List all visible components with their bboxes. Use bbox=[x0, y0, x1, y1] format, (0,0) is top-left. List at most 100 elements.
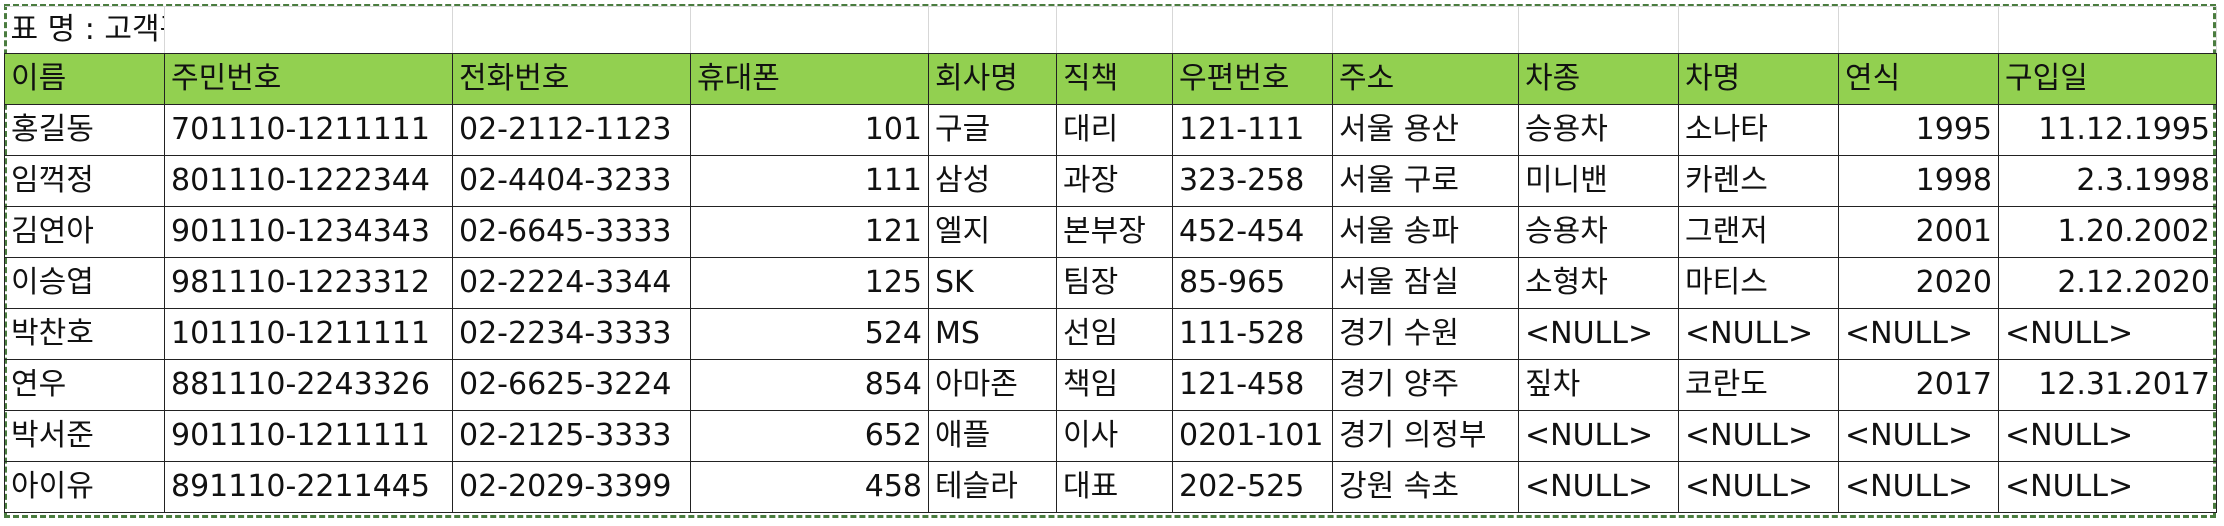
table-cell[interactable]: 소나타 bbox=[1678, 104, 1839, 156]
table-cell[interactable]: 121 bbox=[690, 206, 929, 258]
table-cell[interactable]: 선임 bbox=[1056, 308, 1173, 360]
table-cell[interactable]: 323-258 bbox=[1172, 155, 1333, 207]
table-cell[interactable]: 02-6645-3333 bbox=[452, 206, 691, 258]
table-cell[interactable]: 과장 bbox=[1056, 155, 1173, 207]
column-header[interactable]: 회사명 bbox=[928, 53, 1057, 105]
table-cell[interactable]: 101110-1211111 bbox=[164, 308, 453, 360]
column-header[interactable]: 차명 bbox=[1678, 53, 1839, 105]
table-cell[interactable]: 202-525 bbox=[1172, 461, 1333, 513]
table-cell[interactable]: 팀장 bbox=[1056, 257, 1173, 309]
table-cell[interactable]: 981110-1223312 bbox=[164, 257, 453, 309]
column-header[interactable]: 차종 bbox=[1518, 53, 1679, 105]
table-cell[interactable]: 강원 속초 bbox=[1332, 461, 1519, 513]
table-cell[interactable]: <NULL> bbox=[1838, 410, 1999, 462]
table-cell[interactable]: 121-458 bbox=[1172, 359, 1333, 411]
table-cell[interactable]: 02-6625-3224 bbox=[452, 359, 691, 411]
table-cell[interactable]: 652 bbox=[690, 410, 929, 462]
column-header[interactable]: 휴대폰 bbox=[690, 53, 929, 105]
table-cell[interactable]: <NULL> bbox=[1678, 308, 1839, 360]
table-cell[interactable]: 881110-2243326 bbox=[164, 359, 453, 411]
table-cell[interactable]: 승용차 bbox=[1518, 104, 1679, 156]
table-cell[interactable]: 1998 bbox=[1838, 155, 1999, 207]
table-cell[interactable]: 이사 bbox=[1056, 410, 1173, 462]
table-cell[interactable]: 02-2112-1123 bbox=[452, 104, 691, 156]
empty-cell[interactable] bbox=[1838, 6, 1999, 54]
table-cell[interactable]: 85-965 bbox=[1172, 257, 1333, 309]
table-cell[interactable]: 김연아 bbox=[4, 206, 165, 258]
table-cell[interactable]: 121-111 bbox=[1172, 104, 1333, 156]
table-cell[interactable]: 책임 bbox=[1056, 359, 1173, 411]
column-header[interactable]: 구입일 bbox=[1998, 53, 2217, 105]
table-cell[interactable]: 마티스 bbox=[1678, 257, 1839, 309]
table-cell[interactable]: 2001 bbox=[1838, 206, 1999, 258]
table-cell[interactable]: 구글 bbox=[928, 104, 1057, 156]
column-header[interactable]: 주소 bbox=[1332, 53, 1519, 105]
table-cell[interactable]: 대리 bbox=[1056, 104, 1173, 156]
empty-cell[interactable] bbox=[452, 6, 691, 54]
empty-cell[interactable] bbox=[1056, 6, 1173, 54]
column-header[interactable]: 이름 bbox=[4, 53, 165, 105]
table-cell[interactable]: 2.3.1998 bbox=[1998, 155, 2217, 207]
column-header[interactable]: 연식 bbox=[1838, 53, 1999, 105]
table-cell[interactable]: <NULL> bbox=[1518, 308, 1679, 360]
table-cell[interactable]: 111-528 bbox=[1172, 308, 1333, 360]
table-cell[interactable]: <NULL> bbox=[1998, 308, 2217, 360]
table-cell[interactable]: 임꺽정 bbox=[4, 155, 165, 207]
table-cell[interactable]: 801110-1222344 bbox=[164, 155, 453, 207]
column-header[interactable]: 직책 bbox=[1056, 53, 1173, 105]
empty-cell[interactable] bbox=[1678, 6, 1839, 54]
table-cell[interactable]: 125 bbox=[690, 257, 929, 309]
empty-cell[interactable] bbox=[164, 6, 453, 54]
table-cell[interactable]: 02-2125-3333 bbox=[452, 410, 691, 462]
table-cell[interactable]: 박서준 bbox=[4, 410, 165, 462]
table-cell[interactable]: MS bbox=[928, 308, 1057, 360]
table-cell[interactable]: 테슬라 bbox=[928, 461, 1057, 513]
table-cell[interactable]: SK bbox=[928, 257, 1057, 309]
table-cell[interactable]: 0201-101 bbox=[1172, 410, 1333, 462]
empty-cell[interactable] bbox=[1172, 6, 1333, 54]
table-cell[interactable]: 12.31.2017 bbox=[1998, 359, 2217, 411]
table-cell[interactable]: 02-2224-3344 bbox=[452, 257, 691, 309]
table-cell[interactable]: 111 bbox=[690, 155, 929, 207]
table-cell[interactable]: 홍길동 bbox=[4, 104, 165, 156]
table-cell[interactable]: 엘지 bbox=[928, 206, 1057, 258]
table-cell[interactable]: 2.12.2020 bbox=[1998, 257, 2217, 309]
table-cell[interactable]: 이승엽 bbox=[4, 257, 165, 309]
table-cell[interactable]: 2020 bbox=[1838, 257, 1999, 309]
table-cell[interactable]: 박찬호 bbox=[4, 308, 165, 360]
table-cell[interactable]: 1.20.2002 bbox=[1998, 206, 2217, 258]
table-cell[interactable]: 701110-1211111 bbox=[164, 104, 453, 156]
empty-cell[interactable] bbox=[1332, 6, 1519, 54]
column-header[interactable]: 전화번호 bbox=[452, 53, 691, 105]
table-cell[interactable]: <NULL> bbox=[1998, 461, 2217, 513]
table-cell[interactable]: 서울 용산 bbox=[1332, 104, 1519, 156]
table-cell[interactable]: 본부장 bbox=[1056, 206, 1173, 258]
empty-cell[interactable] bbox=[1998, 6, 2217, 54]
table-cell[interactable]: 1995 bbox=[1838, 104, 1999, 156]
table-cell[interactable]: 코란도 bbox=[1678, 359, 1839, 411]
table-cell[interactable]: 연우 bbox=[4, 359, 165, 411]
empty-cell[interactable] bbox=[928, 6, 1057, 54]
table-cell[interactable]: 02-4404-3233 bbox=[452, 155, 691, 207]
table-cell[interactable]: 경기 양주 bbox=[1332, 359, 1519, 411]
column-header[interactable]: 주민번호 bbox=[164, 53, 453, 105]
table-cell[interactable]: 소형차 bbox=[1518, 257, 1679, 309]
table-cell[interactable]: 카렌스 bbox=[1678, 155, 1839, 207]
table-cell[interactable]: 경기 수원 bbox=[1332, 308, 1519, 360]
table-cell[interactable]: 승용차 bbox=[1518, 206, 1679, 258]
table-cell[interactable]: 경기 의정부 bbox=[1332, 410, 1519, 462]
table-cell[interactable]: <NULL> bbox=[1838, 461, 1999, 513]
table-cell[interactable]: 서울 잠실 bbox=[1332, 257, 1519, 309]
table-cell[interactable]: 854 bbox=[690, 359, 929, 411]
table-cell[interactable]: <NULL> bbox=[1518, 410, 1679, 462]
table-cell[interactable]: 그랜저 bbox=[1678, 206, 1839, 258]
empty-cell[interactable] bbox=[690, 6, 929, 54]
table-cell[interactable]: 02-2234-3333 bbox=[452, 308, 691, 360]
table-cell[interactable]: 아마존 bbox=[928, 359, 1057, 411]
table-cell[interactable]: 02-2029-3399 bbox=[452, 461, 691, 513]
table-cell[interactable]: 891110-2211445 bbox=[164, 461, 453, 513]
table-cell[interactable]: 458 bbox=[690, 461, 929, 513]
table-cell[interactable]: 452-454 bbox=[1172, 206, 1333, 258]
table-cell[interactable]: 미니밴 bbox=[1518, 155, 1679, 207]
table-cell[interactable]: 짚차 bbox=[1518, 359, 1679, 411]
